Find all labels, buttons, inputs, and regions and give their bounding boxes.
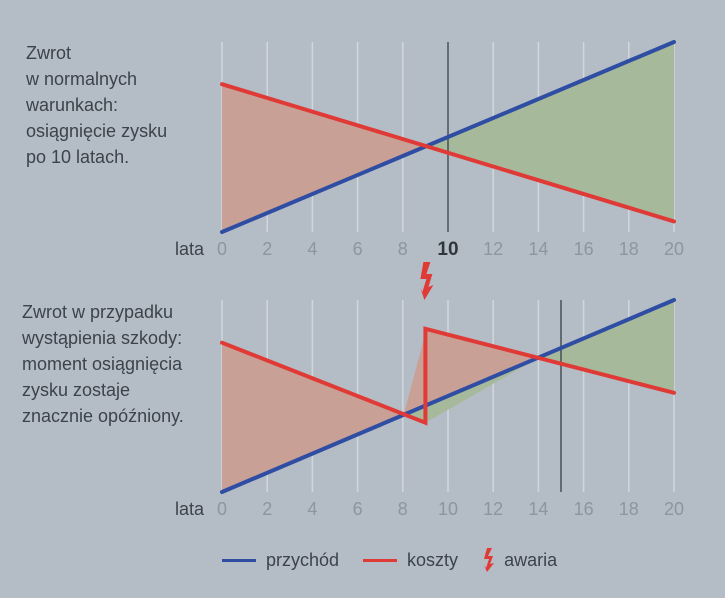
x-tick-label: 4 [307, 499, 317, 519]
x-tick-label: 12 [483, 239, 503, 259]
x-axis-title: lata [175, 239, 205, 259]
legend-item-costs: koszty [363, 550, 458, 571]
x-tick-label: 2 [262, 239, 272, 259]
loss-area [222, 84, 426, 232]
costs-line-swatch [363, 558, 398, 562]
revenue-line [220, 40, 676, 234]
x-tick-label: 14 [528, 239, 548, 259]
loss-area [222, 329, 538, 492]
lightning-icon [484, 548, 495, 572]
legend-label-failure: awaria [504, 549, 558, 570]
revenue-line [220, 298, 676, 494]
x-tick-label: 10 [437, 239, 458, 260]
legend-label-costs: koszty [407, 549, 459, 570]
x-tick-label: 8 [398, 239, 408, 259]
x-tick-label: 20 [664, 499, 684, 519]
bottom-chart-caption: Zwrot w przypadku wystąpienia szkody: mo… [22, 302, 184, 426]
legend-item-revenue: przychód [222, 550, 339, 571]
x-tick-label: 16 [574, 239, 594, 259]
x-tick-label: 18 [619, 239, 639, 259]
x-tick-label: 18 [619, 499, 639, 519]
chart-legend: przychód koszty awaria [222, 548, 581, 572]
costs-line [220, 82, 676, 224]
legend-label-revenue: przychód [266, 549, 340, 570]
x-tick-label: 6 [353, 239, 363, 259]
top-chart-caption: Zwrot w normalnych warunkach: osiągnięci… [26, 43, 168, 167]
x-tick-label: 0 [217, 499, 227, 519]
x-tick-label: 10 [438, 499, 458, 519]
x-axis-title: lata [175, 499, 205, 519]
x-tick-label: 8 [398, 499, 408, 519]
revenue-line-swatch [222, 558, 256, 562]
x-tick-label: 14 [528, 499, 548, 519]
x-tick-label: 6 [353, 499, 363, 519]
x-tick-label: 12 [483, 499, 503, 519]
x-tick-label: 2 [262, 499, 272, 519]
x-tick-label: 20 [664, 239, 684, 259]
x-tick-label: 0 [217, 239, 227, 259]
x-tick-label: 16 [574, 499, 594, 519]
legend-item-failure: awaria [482, 548, 557, 572]
lightning-icon [420, 262, 434, 300]
x-tick-label: 4 [307, 239, 317, 259]
profit-area [426, 42, 674, 222]
costs-line [220, 326, 676, 426]
